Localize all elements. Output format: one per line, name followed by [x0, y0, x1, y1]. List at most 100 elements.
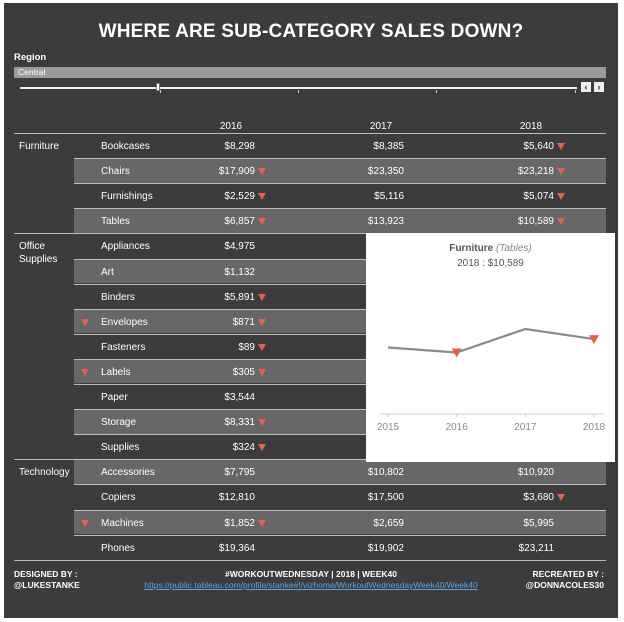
year-header-2017: 2017: [369, 121, 393, 132]
subcategory-label: Accessories: [101, 467, 155, 479]
sales-value-2018: $3,680: [523, 492, 554, 504]
footer-link[interactable]: https://public.tableau.com/profile/stank…: [144, 580, 478, 590]
designed-by-label: DESIGNED BY :: [14, 569, 78, 579]
down-arrow-icon: [557, 143, 565, 150]
down-arrow-icon: [258, 368, 266, 376]
down-flag-icon: [81, 368, 89, 376]
region-filter-value[interactable]: Central: [14, 67, 606, 78]
row-divider: [74, 409, 606, 411]
slider-tick: [160, 90, 161, 93]
recreated-by-label: RECREATED BY :: [532, 569, 604, 579]
sales-value-2016: $2,529: [224, 191, 255, 203]
down-arrow-icon: [557, 218, 565, 226]
category-divider: [14, 459, 606, 461]
sales-value-2016: $871: [232, 316, 255, 328]
subcategory-label: Phones: [101, 542, 135, 554]
down-arrow-icon: [258, 193, 266, 201]
sales-value-2016: $3,544: [224, 392, 255, 403]
row-divider: [74, 509, 606, 511]
down-arrow-icon: [258, 419, 266, 427]
year-header-2016: 2016: [219, 121, 243, 132]
slider-tick: [575, 90, 576, 93]
down-arrow-icon: [258, 168, 266, 176]
chevron-right-icon[interactable]: ›: [594, 82, 604, 92]
x-tick-label: 2016: [446, 422, 469, 433]
row-divider: [74, 158, 606, 160]
category-divider: [14, 233, 606, 235]
down-marker-point: [589, 335, 599, 345]
down-arrow-icon: [557, 193, 565, 201]
sales-value-2017: $19,902: [367, 542, 404, 554]
down-arrow-icon: [258, 218, 266, 226]
sales-value-2016: $1,852: [224, 517, 255, 529]
dashboard-title: WHERE ARE SUB-CATEGORY SALES DOWN?: [98, 21, 524, 42]
down-arrow-icon: [557, 494, 565, 502]
region-slider-track[interactable]: [20, 87, 577, 89]
down-flag-icon: [81, 519, 89, 527]
down-arrow-icon: [557, 168, 565, 176]
category-label-line: Supplies: [19, 254, 58, 266]
down-arrow-icon: [258, 444, 266, 452]
table-row[interactable]: [74, 460, 606, 484]
slider-tick: [298, 90, 299, 93]
sales-value-2016: $89: [238, 341, 255, 353]
subcategory-label: Fasteners: [101, 341, 146, 353]
sales-value-2017: $13,923: [367, 216, 404, 228]
subcategory-label: Machines: [101, 517, 144, 529]
category-label-line: Office: [19, 241, 45, 253]
sales-value-2018: $23,211: [518, 542, 554, 554]
table-row[interactable]: [74, 510, 606, 535]
row-divider: [74, 308, 606, 310]
subcategory-label: Appliances: [101, 241, 150, 253]
row-divider: [74, 484, 606, 486]
row-divider: [74, 183, 606, 185]
sales-value-2018: $5,074: [523, 191, 554, 203]
category-label: Furniture: [19, 141, 60, 152]
region-filter-label: Region: [14, 52, 47, 63]
subcategory-label: Chairs: [101, 166, 130, 178]
sales-value-2017: $2,659: [373, 517, 404, 529]
sales-value-2016: $305: [232, 366, 255, 378]
sales-value-2017: $10,802: [367, 467, 404, 479]
sales-value-2016: $5,891: [224, 291, 255, 303]
subcategory-label: Bookcases: [101, 141, 150, 152]
year-header-2018: 2018: [519, 121, 543, 132]
slider-tick: [436, 90, 437, 93]
subcategory-label: Envelopes: [101, 316, 148, 328]
row-divider: [74, 534, 606, 536]
sales-value-2016: $1,132: [224, 266, 255, 278]
row-divider: [74, 283, 606, 285]
series-line: [387, 327, 595, 354]
down-arrow-icon: [258, 293, 266, 301]
category-divider: [14, 559, 606, 561]
sales-value-2016: $17,909: [218, 166, 255, 178]
tooltip-subcategory: (Tables): [495, 243, 532, 254]
sales-value-2017: $8,385: [373, 141, 404, 152]
subcategory-label: Paper: [101, 392, 128, 403]
table-row[interactable]: [74, 209, 606, 233]
row-divider: [74, 358, 606, 360]
x-tick-label: 2015: [377, 422, 400, 433]
chevron-left-icon[interactable]: ‹: [581, 82, 591, 92]
region-slider-thumb[interactable]: [156, 83, 160, 91]
sales-value-2016: $19,364: [218, 542, 255, 554]
category-label: Office Supplies: [19, 240, 57, 266]
subcategory-label: Furnishings: [101, 191, 153, 203]
sales-value-2016: $7,795: [224, 467, 255, 479]
recreated-by-name: @DONNACOLES30: [525, 580, 604, 590]
dashboard-frame: WHERE ARE SUB-CATEGORY SALES DOWN? Regio…: [4, 3, 618, 618]
subcategory-label: Storage: [101, 417, 137, 429]
sales-value-2018: $5,995: [523, 517, 554, 529]
x-tick-label: 2018: [583, 422, 606, 433]
sales-value-2016: $324: [232, 442, 255, 454]
designed-by-name: @LUKESTANKE: [14, 580, 80, 590]
sales-value-2018: $5,640: [523, 141, 554, 152]
down-arrow-icon: [258, 343, 266, 351]
tooltip-category: Furniture: [449, 243, 494, 254]
down-marker-point: [451, 348, 462, 358]
row-divider: [74, 434, 606, 436]
down-arrow-icon: [258, 519, 266, 527]
table-row[interactable]: [74, 159, 606, 183]
x-tick-label: 2017: [514, 422, 537, 433]
table-top-divider: [14, 133, 606, 134]
